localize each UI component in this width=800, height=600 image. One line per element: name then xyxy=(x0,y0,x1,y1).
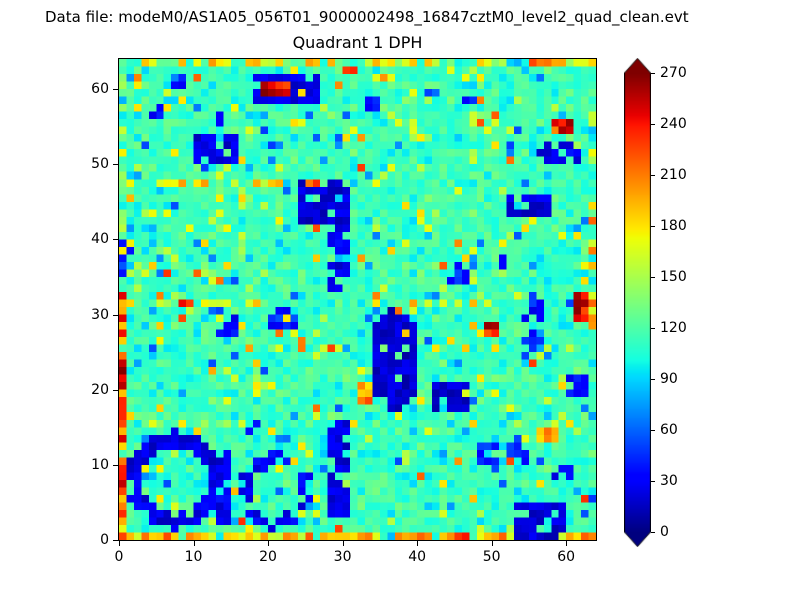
x-tick-label: 20 xyxy=(259,549,277,565)
x-tick-mark xyxy=(193,541,195,546)
y-tick-label: 40 xyxy=(91,231,109,248)
x-tick-label: 60 xyxy=(557,549,576,565)
colorbar-tick-mark xyxy=(651,124,655,125)
y-tick-label: 20 xyxy=(91,381,109,398)
colorbar-tick-label: 30 xyxy=(660,473,678,489)
colorbar-tick-mark xyxy=(651,430,655,431)
y-tick-mark xyxy=(113,164,118,166)
x-tick-mark xyxy=(268,541,270,546)
colorbar-tick-mark xyxy=(651,379,655,380)
chart-title: Quadrant 1 DPH xyxy=(292,33,423,52)
colorbar-tick-mark xyxy=(651,73,655,74)
colorbar-tick-mark xyxy=(651,175,655,176)
x-tick-label: 50 xyxy=(482,549,501,565)
y-tick-label: 10 xyxy=(91,456,109,473)
y-tick-mark xyxy=(113,540,118,541)
x-tick-mark xyxy=(417,541,419,546)
y-tick-label: 50 xyxy=(91,156,109,173)
y-tick-mark xyxy=(113,239,118,241)
colorbar-tick-label: 270 xyxy=(660,65,687,81)
y-tick-mark xyxy=(113,314,118,316)
y-tick-mark xyxy=(113,89,118,91)
colorbar-tick-mark xyxy=(651,481,655,482)
colorbar-tick-mark xyxy=(651,532,655,533)
y-tick-mark xyxy=(113,464,118,466)
x-tick-label: 40 xyxy=(408,549,427,565)
colorbar-tick-mark xyxy=(651,277,655,278)
y-tick-label: 30 xyxy=(91,306,109,323)
x-tick-mark xyxy=(566,541,568,546)
colorbar xyxy=(624,58,651,547)
x-tick-mark xyxy=(119,541,120,546)
heatmap-canvas xyxy=(119,59,596,540)
colorbar-tick-label: 150 xyxy=(660,269,687,285)
colorbar-tick-label: 90 xyxy=(660,371,678,387)
x-tick-mark xyxy=(491,541,493,546)
x-tick-mark xyxy=(342,541,344,546)
x-tick-label: 30 xyxy=(333,549,352,565)
colorbar-tick-label: 0 xyxy=(660,524,669,540)
plot-frame xyxy=(118,58,597,541)
colorbar-tick-label: 120 xyxy=(660,320,687,336)
y-tick-mark xyxy=(113,389,118,391)
colorbar-tick-label: 180 xyxy=(660,218,687,234)
x-tick-label: 0 xyxy=(114,549,124,565)
data-file-label: Data file: modeM0/AS1A05_056T01_90000024… xyxy=(45,8,689,26)
y-tick-label: 0 xyxy=(100,532,109,548)
y-tick-label: 60 xyxy=(91,81,109,98)
x-tick-label: 10 xyxy=(184,549,203,565)
colorbar-tick-label: 60 xyxy=(660,422,678,438)
colorbar-tick-label: 210 xyxy=(660,167,687,183)
colorbar-tick-label: 240 xyxy=(660,116,687,132)
colorbar-tick-mark xyxy=(651,226,655,227)
colorbar-tick-mark xyxy=(651,328,655,329)
